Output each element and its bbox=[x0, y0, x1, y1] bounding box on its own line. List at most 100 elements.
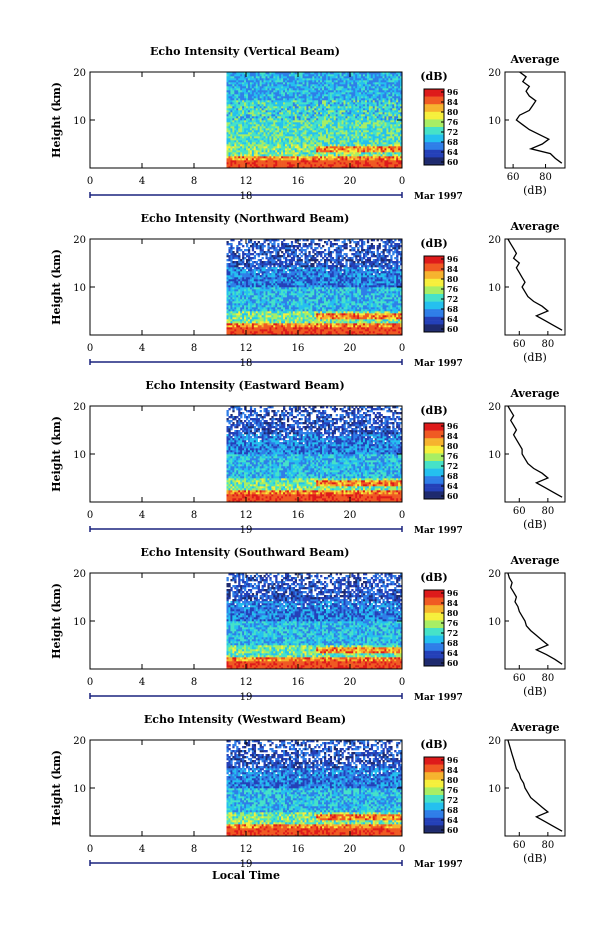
heatmap-cell bbox=[273, 78, 276, 81]
heatmap-cell bbox=[335, 126, 338, 129]
heatmap-cell bbox=[288, 96, 292, 99]
heatmap-cell bbox=[285, 110, 288, 113]
heatmap-cell bbox=[398, 86, 401, 89]
heatmap-cell bbox=[368, 164, 372, 167]
heatmap-cell bbox=[234, 90, 237, 93]
heatmap-cell bbox=[290, 148, 294, 151]
heatmap-cell bbox=[290, 150, 294, 153]
heatmap-cell bbox=[314, 331, 317, 334]
heatmap-cell bbox=[335, 86, 338, 89]
heatmap-cell bbox=[308, 116, 311, 119]
heatmap-cell bbox=[251, 112, 255, 115]
heatmap-cell bbox=[376, 162, 379, 165]
heatmap-cell bbox=[333, 92, 336, 95]
heatmap-cell bbox=[244, 104, 247, 107]
heatmap-cell bbox=[226, 74, 229, 77]
heatmap-cell bbox=[249, 144, 253, 147]
heatmap-cell bbox=[320, 166, 323, 169]
heatmap-cell bbox=[324, 90, 327, 93]
heatmap-cell bbox=[324, 331, 327, 334]
heatmap-cell bbox=[396, 110, 399, 113]
heatmap-cell bbox=[232, 72, 235, 75]
heatmap-cell bbox=[253, 331, 257, 334]
heatmap-cell bbox=[322, 120, 325, 123]
heatmap-cell bbox=[283, 88, 286, 91]
heatmap-cell bbox=[390, 94, 393, 97]
heatmap-cell bbox=[234, 142, 237, 145]
heatmap-cell bbox=[345, 327, 348, 330]
heatmap-cell bbox=[341, 90, 344, 93]
heatmap-cell bbox=[275, 96, 278, 99]
heatmap-cell bbox=[226, 104, 229, 107]
heatmap-cell bbox=[353, 126, 356, 129]
heatmap-cell bbox=[259, 82, 262, 85]
heatmap-cell bbox=[345, 323, 348, 326]
heatmap-cell bbox=[273, 110, 276, 113]
heatmap-cell bbox=[333, 104, 336, 107]
heatmap-cell bbox=[253, 162, 257, 165]
heatmap-cell bbox=[294, 106, 297, 109]
heatmap-cell bbox=[242, 327, 245, 330]
heatmap-cell bbox=[335, 150, 338, 153]
heatmap-cell bbox=[247, 84, 251, 87]
heatmap-cell bbox=[355, 106, 358, 109]
heatmap-cell bbox=[246, 72, 249, 75]
heatmap-cell bbox=[279, 144, 282, 147]
heatmap-cell bbox=[286, 146, 290, 149]
heatmap-cell bbox=[302, 331, 305, 334]
heatmap-cell bbox=[316, 72, 319, 75]
heatmap-cell bbox=[285, 104, 288, 107]
heatmap-cell bbox=[349, 134, 352, 137]
heatmap-cell bbox=[306, 78, 309, 81]
heatmap-cell bbox=[226, 162, 229, 165]
heatmap-cell bbox=[226, 96, 229, 99]
heatmap-cell bbox=[238, 333, 241, 336]
heatmap-cell bbox=[308, 150, 311, 153]
heatmap-cell bbox=[388, 126, 391, 129]
heatmap-cell bbox=[355, 166, 358, 169]
heatmap-cell bbox=[327, 134, 331, 137]
heatmap-cell bbox=[370, 98, 374, 101]
heatmap-cell bbox=[351, 124, 354, 127]
heatmap-cell bbox=[372, 122, 375, 125]
heatmap-cell bbox=[242, 124, 245, 127]
heatmap-cell bbox=[327, 152, 331, 155]
heatmap-cell bbox=[283, 72, 286, 75]
heatmap-cell bbox=[236, 84, 239, 87]
heatmap-cell bbox=[355, 108, 358, 111]
heatmap-cell bbox=[230, 164, 233, 167]
heatmap-cell bbox=[263, 321, 266, 324]
heatmap-cell bbox=[345, 104, 348, 107]
heatmap-cell bbox=[304, 76, 307, 79]
heatmap-cell bbox=[343, 92, 346, 95]
heatmap-cell bbox=[378, 86, 381, 89]
heatmap-cell bbox=[240, 94, 243, 97]
heatmap-cell bbox=[388, 96, 391, 99]
heatmap-cell bbox=[286, 323, 290, 326]
heatmap-cell bbox=[275, 102, 278, 105]
heatmap-cell bbox=[244, 74, 247, 77]
heatmap-cell bbox=[353, 120, 356, 123]
heatmap-cell bbox=[318, 146, 321, 149]
heatmap-cell bbox=[267, 110, 270, 113]
heatmap-cell bbox=[322, 136, 325, 139]
heatmap-cell bbox=[351, 84, 354, 87]
heatmap-cell bbox=[339, 120, 342, 123]
heatmap-cell bbox=[226, 323, 229, 326]
heatmap-cell bbox=[357, 164, 360, 167]
heatmap-cell bbox=[271, 104, 274, 107]
heatmap-cell bbox=[228, 144, 231, 147]
heatmap-cell bbox=[390, 116, 393, 119]
colorbar-swatch bbox=[424, 136, 444, 139]
heatmap-cell bbox=[281, 323, 284, 326]
heatmap-cell bbox=[349, 78, 352, 81]
heatmap-cell bbox=[351, 158, 354, 161]
heatmap-cell bbox=[247, 132, 251, 135]
heatmap-cell bbox=[392, 327, 395, 330]
heatmap-cell bbox=[400, 323, 403, 326]
heatmap-cell bbox=[302, 102, 305, 105]
heatmap-cell bbox=[386, 331, 389, 334]
heatmap-cell bbox=[364, 136, 368, 139]
heatmap-cell bbox=[396, 90, 399, 93]
heatmap-cell bbox=[333, 74, 336, 77]
